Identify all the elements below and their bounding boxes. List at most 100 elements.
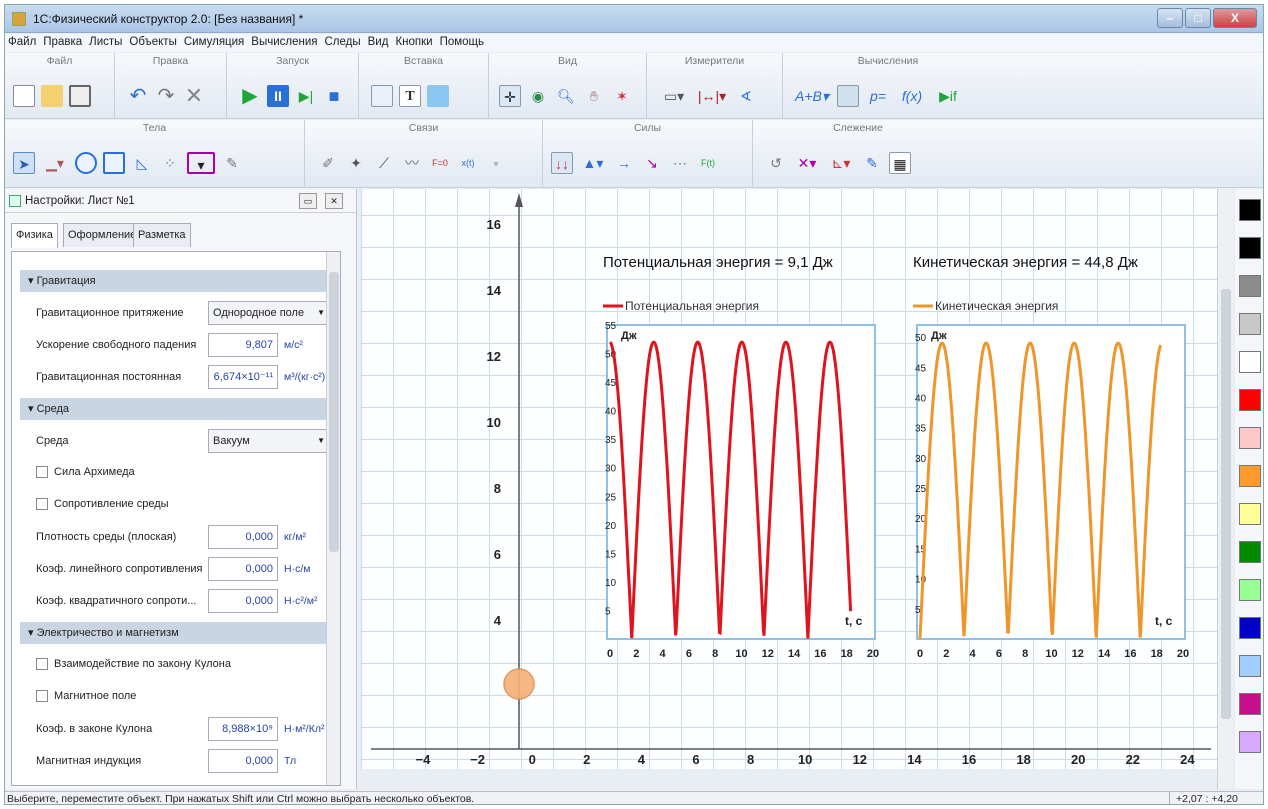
hinge-icon[interactable]: ✦ — [350, 155, 362, 171]
menu-edit[interactable]: Правка — [43, 36, 83, 48]
axes-icon[interactable]: ✛ — [499, 85, 521, 107]
G-field[interactable]: 6,674×10⁻¹¹ — [208, 365, 278, 389]
force-function-icon[interactable]: F(t) — [701, 158, 715, 168]
section-medium[interactable]: ▾ Среда — [20, 398, 328, 420]
medium-select[interactable]: Вакуум — [208, 429, 332, 453]
color-swatch[interactable] — [1239, 427, 1261, 449]
undo-icon[interactable]: ↶ — [129, 85, 147, 107]
rod-icon[interactable]: ⟋ — [379, 155, 389, 171]
pan-icon[interactable]: ✋︎ — [590, 88, 598, 104]
color-swatch[interactable] — [1239, 465, 1261, 487]
step-icon[interactable]: ▶| — [298, 88, 314, 104]
menu-objects[interactable]: Объекты — [129, 36, 177, 48]
color-swatch[interactable] — [1239, 351, 1261, 373]
scrollbar-thumb[interactable] — [1221, 289, 1231, 719]
save-icon[interactable] — [69, 85, 91, 107]
table-icon[interactable] — [837, 85, 859, 107]
polygon-icon[interactable]: ◺ — [136, 155, 148, 171]
close-button[interactable]: X — [1213, 8, 1257, 28]
insert-grid-icon[interactable] — [371, 85, 393, 107]
rectangle-icon[interactable] — [103, 152, 125, 174]
brush-icon[interactable]: ✎ — [226, 155, 238, 171]
linear-drag-field[interactable]: 0,000 — [208, 557, 278, 581]
maximize-button[interactable]: □ — [1185, 8, 1211, 28]
section-gravity[interactable]: ▾ Гравитация — [20, 270, 328, 292]
vector-icon[interactable]: ✕▾ — [797, 155, 817, 171]
motor-icon[interactable]: F=0 — [432, 158, 448, 168]
color-swatch[interactable] — [1239, 503, 1261, 525]
formula-icon[interactable]: A+B▾ — [795, 88, 829, 104]
section-em[interactable]: ▾ Электричество и магнетизм — [20, 622, 328, 644]
open-file-icon[interactable] — [41, 85, 63, 107]
function-icon[interactable]: f(x) — [901, 88, 923, 104]
menu-view[interactable]: Вид — [367, 36, 389, 48]
stop-icon[interactable]: ■ — [328, 86, 340, 106]
distance-icon[interactable]: |↔|▾ — [697, 88, 727, 104]
color-swatch[interactable] — [1239, 731, 1261, 753]
gravity-type-select[interactable]: Однородное поле — [208, 301, 332, 325]
color-swatch[interactable] — [1239, 313, 1261, 335]
workspace-canvas[interactable]: 16 14 12 10 8 6 4 −4 −2 0 2 4 6 8 10 12 14 16 18 20 22 24 Поте… — [361, 189, 1217, 769]
menu-simulation[interactable]: Симуляция — [183, 36, 245, 48]
menu-buttons[interactable]: Кнопки — [395, 36, 433, 48]
magnetic-checkbox[interactable] — [36, 690, 48, 702]
menu-sheets[interactable]: Листы — [89, 36, 123, 48]
menu-help[interactable]: Помощь — [439, 36, 485, 48]
eye-icon[interactable]: ◉ — [531, 88, 545, 104]
tab-markup[interactable]: Разметка — [133, 223, 191, 247]
menu-file[interactable]: Файл — [8, 36, 37, 48]
insert-text-icon[interactable]: T — [399, 85, 421, 107]
color-swatch[interactable] — [1239, 541, 1261, 563]
parameter-icon[interactable]: p= — [870, 88, 886, 104]
field-icon[interactable]: ⋯ — [673, 155, 687, 171]
force-icon[interactable]: → — [617, 155, 631, 171]
tab-appearance[interactable]: Оформление — [63, 223, 142, 247]
plot-icon[interactable]: ✎ — [866, 155, 878, 171]
density-field[interactable]: 0,000 — [208, 525, 278, 549]
condition-icon[interactable]: ▶if — [939, 88, 957, 104]
trajectory-icon[interactable]: x(t) — [461, 158, 475, 168]
body-group-icon[interactable]: ▾ — [187, 152, 215, 174]
ruler-icon[interactable]: ▭▾ — [663, 88, 685, 104]
panel-restore-button[interactable]: ▭ — [299, 193, 317, 209]
minimize-button[interactable]: – — [1157, 8, 1183, 28]
scrollbar-thumb[interactable] — [329, 272, 339, 552]
color-swatch[interactable] — [1239, 275, 1261, 297]
color-swatch[interactable] — [1239, 617, 1261, 639]
play-icon[interactable]: ▶ — [242, 85, 258, 107]
pin-icon[interactable]: ✐ — [322, 155, 334, 171]
data-table-icon[interactable]: ▦ — [889, 152, 911, 174]
point-icon[interactable]: ◦ — [493, 155, 499, 171]
delete-icon[interactable]: ✕ — [184, 83, 204, 108]
new-file-icon[interactable] — [13, 85, 35, 107]
graph-icon[interactable]: ⊾▾ — [831, 155, 851, 171]
tab-physics[interactable]: Физика — [11, 223, 58, 248]
redo-icon[interactable]: ↷ — [157, 85, 175, 107]
archimedes-checkbox[interactable] — [36, 466, 48, 478]
color-swatch[interactable] — [1239, 237, 1261, 259]
angle-icon[interactable]: ∢ — [740, 88, 752, 104]
color-swatch[interactable] — [1239, 199, 1261, 221]
panel-close-button[interactable]: ✕ — [325, 193, 343, 209]
buoyancy-icon[interactable]: ▲▾ — [582, 155, 604, 171]
select-arrow-icon[interactable]: ➤ — [13, 152, 35, 174]
circle-icon[interactable] — [75, 152, 97, 174]
pause-icon[interactable]: II — [267, 85, 289, 107]
zoom-icon[interactable]: 🔍︎ — [557, 88, 575, 104]
quadratic-drag-field[interactable]: 0,000 — [208, 589, 278, 613]
coulomb-k-field[interactable]: 8,988×10⁹ — [208, 717, 278, 741]
particles-icon[interactable]: ⁘ — [164, 155, 176, 171]
impulse-icon[interactable]: ↘ — [646, 155, 658, 171]
magnetic-induction-field[interactable]: 0,000 — [208, 749, 278, 773]
color-swatch[interactable] — [1239, 693, 1261, 715]
panel-scrollbar[interactable] — [326, 252, 340, 785]
g-field[interactable]: 9,807 — [208, 333, 278, 357]
canvas-scrollbar[interactable] — [1217, 189, 1233, 789]
spring-icon[interactable]: 〰 — [405, 155, 419, 171]
insert-image-icon[interactable] — [427, 85, 449, 107]
coulomb-checkbox[interactable] — [36, 658, 48, 670]
color-swatch[interactable] — [1239, 389, 1261, 411]
ground-icon[interactable]: ▁▾ — [46, 155, 64, 171]
center-icon[interactable]: ✶ — [616, 88, 628, 104]
drag-checkbox[interactable] — [36, 498, 48, 510]
